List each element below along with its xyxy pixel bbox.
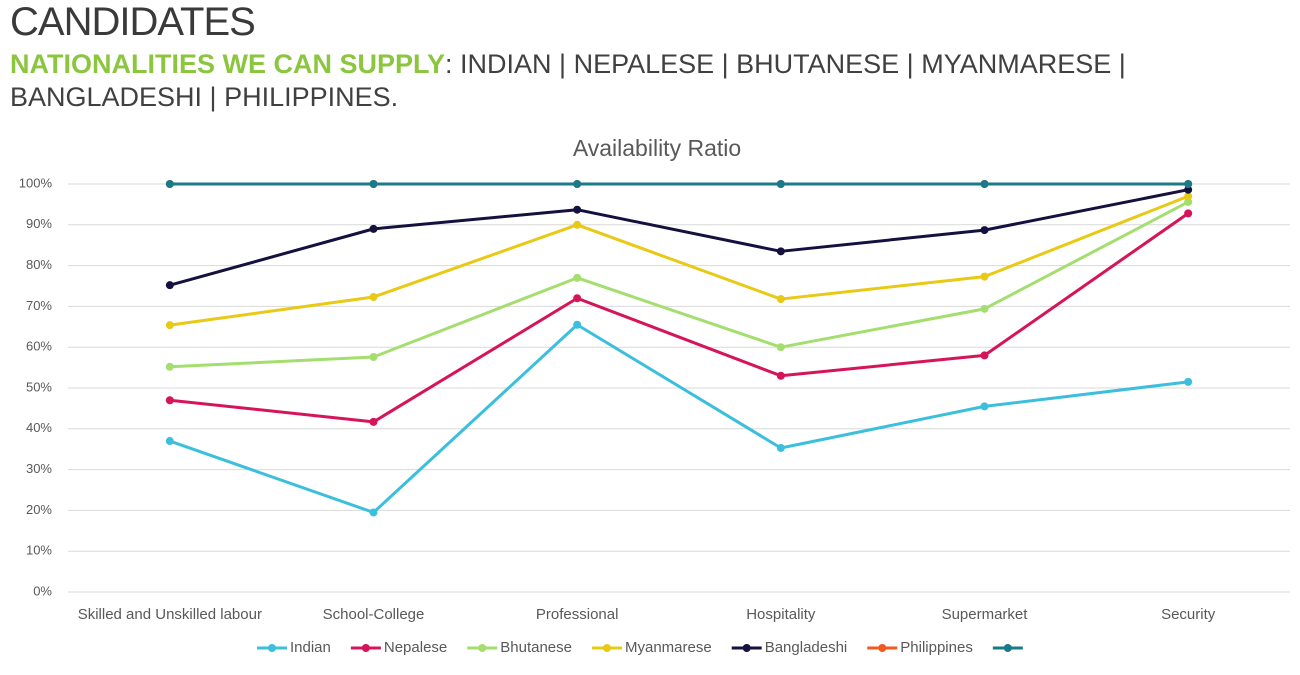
data-point [776,180,785,188]
y-tick-label: 40% [26,420,52,435]
data-point [165,396,174,405]
x-tick-label: Security [1161,606,1216,623]
legend-marker [603,644,611,652]
data-point [776,247,785,256]
data-point [980,272,989,281]
series-line [169,194,1189,327]
legend-label: Nepalese [384,639,447,656]
chart-title: Availability Ratio [573,135,741,161]
subtitle-text: : INDIAN | NEPALESE | BHUTANESE | MYANMA… [10,49,1126,112]
legend-marker [268,644,276,652]
data-point [1184,192,1193,201]
data-point [776,443,785,452]
data-point [165,180,174,188]
x-tick-label: School-College [323,606,425,623]
data-point [980,180,989,188]
data-point [980,351,989,360]
data-point [1184,377,1193,386]
legend-marker [1003,644,1012,652]
data-point [165,321,174,330]
subtitle-highlight: NATIONALITIES WE CAN SUPPLY [10,49,446,79]
page-title: CANDIDATES [10,0,256,44]
y-tick-label: 100% [19,175,53,190]
data-point [573,273,582,282]
data-point [573,220,582,229]
data-point [165,281,174,290]
y-tick-label: 30% [26,461,52,476]
legend-label: Philippines [900,639,973,656]
series-line [169,200,1189,369]
data-point [776,295,785,304]
data-point [165,362,174,371]
y-tick-label: 10% [26,543,52,558]
data-point [573,320,582,329]
data-point [369,508,378,517]
y-tick-label: 80% [26,257,52,272]
series-line [169,323,1189,514]
legend-label: Indian [290,639,331,656]
data-point [369,352,378,361]
y-tick-label: 50% [26,379,52,394]
data-point [980,402,989,411]
data-point [369,293,378,302]
data-point [1184,209,1193,218]
data-point [776,343,785,352]
y-tick-label: 90% [26,216,52,231]
x-tick-label: Supermarket [942,606,1029,623]
data-point [1184,197,1193,206]
data-point [980,304,989,313]
data-point [980,226,989,235]
data-point [369,180,378,188]
data-point [369,224,378,233]
y-tick-label: 60% [26,339,52,354]
legend-marker [878,644,887,652]
legend-label: Bangladeshi [765,639,848,656]
legend-label: Myanmarese [625,639,712,656]
series-line [169,188,1189,287]
legend-marker [478,644,487,652]
header: CANDIDATES NATIONALITIES WE CAN SUPPLY: … [10,0,1290,114]
x-tick-label: Skilled and Unskilled labour [78,606,262,623]
legend-marker [742,644,751,652]
y-tick-label: 20% [26,502,52,517]
legend-marker [361,644,370,652]
legend-label: Bhutanese [500,639,572,656]
series-line [169,212,1190,424]
subtitle: NATIONALITIES WE CAN SUPPLY: INDIAN | NE… [10,48,1290,114]
data-point [165,437,174,446]
data-point [776,371,785,380]
y-tick-label: 0% [33,583,52,598]
x-tick-label: Professional [536,606,619,623]
data-point [369,417,378,426]
y-tick-label: 70% [26,298,52,313]
data-point [1184,185,1193,194]
data-point [573,180,582,188]
data-point [1184,180,1193,188]
x-tick-label: Hospitality [746,606,816,623]
data-point [573,294,582,303]
data-point [573,205,582,214]
